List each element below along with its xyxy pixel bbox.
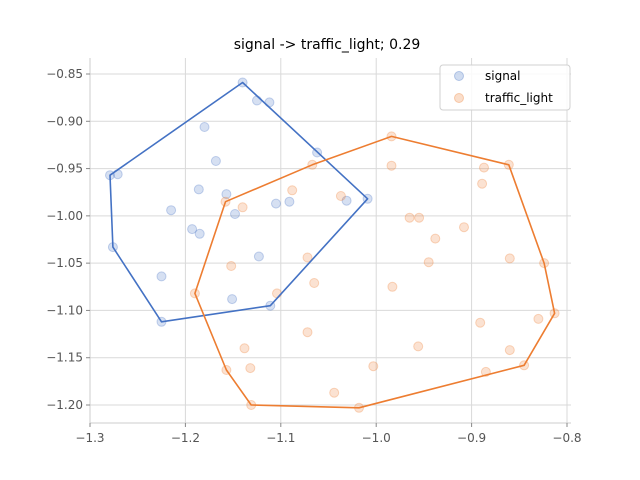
- data-point-signal: [221, 189, 232, 200]
- data-point-signal: [199, 122, 210, 132]
- data-point-signal: [156, 271, 167, 282]
- data-point-signal: [166, 205, 177, 216]
- legend-marker-traffic-light: [454, 93, 464, 103]
- legend-label-signal: signal: [485, 69, 521, 83]
- x-tick-label: −0.8: [552, 431, 581, 445]
- data-point-traffic-light: [479, 162, 489, 173]
- data-point-signal: [253, 251, 264, 262]
- data-point-traffic-light: [309, 278, 320, 288]
- x-tick-label: −1.0: [362, 431, 391, 445]
- y-tick-label: −1.00: [46, 209, 83, 223]
- data-point-signal: [284, 196, 295, 207]
- data-point-signal: [193, 184, 204, 195]
- hull-outline-signal: [109, 81, 369, 323]
- y-tick-label: −0.95: [46, 162, 83, 176]
- data-point-signal: [194, 228, 205, 239]
- data-point-traffic-light: [423, 257, 434, 268]
- legend-box: [439, 64, 571, 111]
- chart-title: signal -> traffic_light; 0.29: [234, 37, 421, 53]
- data-point-traffic-light: [302, 252, 313, 263]
- data-point-traffic-light: [414, 212, 425, 223]
- ticks: −1.3 −1.2 −1.1 −1.0 −0.9 −0.8 −1.20 −1.15 −1.10 −…: [46, 67, 581, 445]
- data-point-traffic-light: [430, 233, 441, 244]
- data-point-traffic-light: [533, 313, 544, 324]
- data-point-traffic-light: [272, 288, 282, 299]
- data-point-traffic-light: [368, 361, 379, 372]
- data-point-signal: [227, 294, 238, 305]
- data-point-traffic-light: [475, 317, 486, 328]
- data-point-traffic-light: [335, 191, 346, 201]
- data-point-signal: [230, 209, 240, 219]
- legend: signal traffic_light: [439, 64, 571, 111]
- y-tick-label: −1.15: [46, 351, 83, 365]
- data-point-traffic-light: [404, 212, 415, 223]
- data-point-traffic-light: [387, 281, 398, 292]
- data-point-traffic-light: [239, 343, 250, 354]
- data-point-traffic-light: [477, 178, 488, 189]
- x-tick-label: −0.9: [457, 431, 486, 445]
- x-tick-label: −1.2: [171, 431, 200, 445]
- data-point-traffic-light: [413, 341, 424, 352]
- data-point-traffic-light: [226, 261, 237, 271]
- legend-marker-signal: [454, 71, 464, 81]
- x-tick-label: −1.1: [266, 431, 295, 445]
- data-point-traffic-light: [302, 327, 313, 338]
- y-tick-label: −1.05: [46, 256, 83, 270]
- data-point-traffic-light: [329, 387, 340, 398]
- legend-label-traffic-light: traffic_light: [485, 91, 553, 105]
- data-point-signal: [341, 195, 352, 206]
- y-tick-label: −1.20: [46, 398, 83, 412]
- data-point-traffic-light: [504, 345, 515, 356]
- hull-outlines: [109, 81, 556, 409]
- y-tick-label: −0.90: [46, 114, 83, 128]
- data-point-traffic-light: [245, 363, 256, 374]
- y-tick-label: −0.85: [46, 67, 83, 81]
- x-tick-label: −1.3: [75, 431, 104, 445]
- data-point-traffic-light: [504, 253, 515, 264]
- hull-outline-traffic-light: [194, 135, 556, 409]
- data-point-signal: [210, 156, 221, 166]
- data-point-traffic-light: [237, 202, 248, 213]
- data-point-signal: [271, 198, 281, 209]
- data-point-traffic-light: [459, 222, 469, 233]
- data-points: [105, 77, 560, 413]
- data-point-signal: [187, 224, 198, 235]
- data-point-traffic-light: [287, 185, 298, 196]
- data-point-traffic-light: [386, 160, 397, 171]
- data-point-signal: [252, 95, 262, 106]
- y-tick-label: −1.10: [46, 303, 83, 317]
- axes: [89, 58, 571, 424]
